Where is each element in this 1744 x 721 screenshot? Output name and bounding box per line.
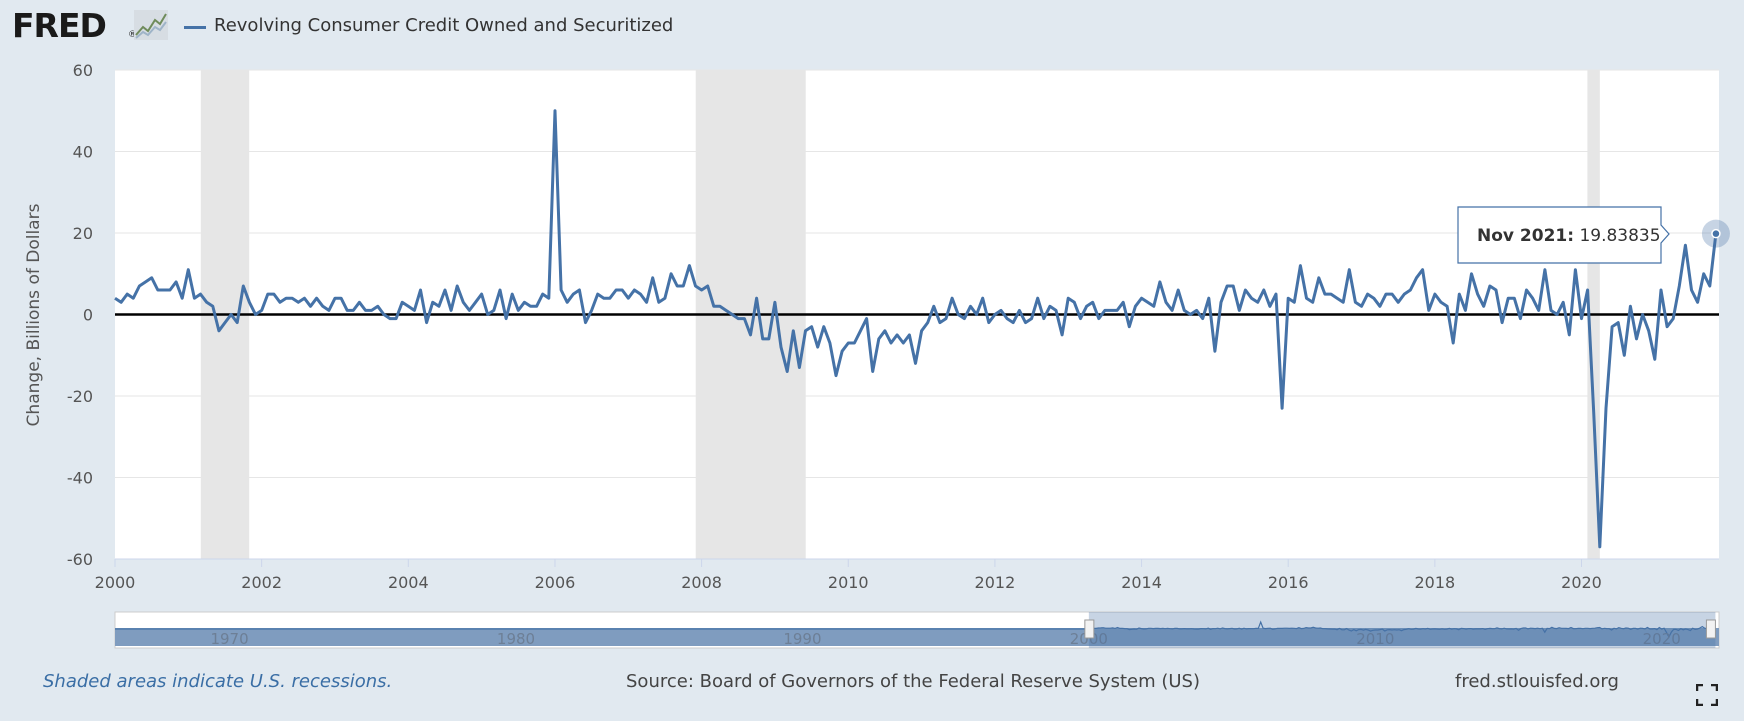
recession-note: Shaded areas indicate U.S. recessions. — [43, 671, 393, 692]
y-tick-label: 20 — [73, 224, 93, 243]
y-tick-label: -20 — [67, 387, 93, 406]
x-tick-label: 2020 — [1561, 573, 1602, 592]
x-tick-label: 2010 — [828, 573, 869, 592]
navigator-tick-label: 2010 — [1356, 630, 1394, 648]
tooltip: Nov 2021: 19.83835 — [1457, 206, 1670, 264]
x-tick-label: 2008 — [681, 573, 722, 592]
fred-logo[interactable]: FRED — [12, 6, 107, 45]
y-axis-label: Change, Billions of Dollars — [24, 203, 44, 426]
y-tick-label: 0 — [83, 306, 93, 325]
x-tick-label: 2016 — [1268, 573, 1309, 592]
y-tick-label: -40 — [67, 469, 93, 488]
tooltip-date: Nov 2021: — [1477, 226, 1574, 246]
y-tick-label: -60 — [67, 550, 93, 569]
navigator[interactable]: 1970 1980 1990 2000 2010 2020 — [114, 611, 1720, 649]
navigator-handle-left[interactable] — [1084, 619, 1095, 639]
legend-series-swatch — [184, 26, 206, 29]
series-line — [114, 109, 1718, 549]
navigator-handle-right[interactable] — [1705, 619, 1716, 639]
x-tick-label: 2006 — [535, 573, 576, 592]
line-chart: 60 40 20 0 -20 -40 -60 2000 2002 2004 2006 2008 201… — [24, 61, 1730, 649]
hover-marker — [1711, 228, 1721, 239]
navigator-tick-label: 1990 — [783, 630, 821, 648]
x-tick-label: 2004 — [388, 573, 429, 592]
tooltip-value: 19.83835 — [1579, 226, 1660, 246]
svg-text:Nov 2021: 19.83835: Nov 2021: 19.83835 — [1477, 226, 1661, 246]
x-tick-label: 2014 — [1121, 573, 1162, 592]
line-graph-icon — [134, 10, 168, 40]
x-tick-label: 2002 — [241, 573, 282, 592]
navigator-series — [115, 620, 1715, 639]
x-tick-label: 2000 — [95, 573, 136, 592]
navigator-tick-label: 2020 — [1643, 630, 1681, 648]
navigator-selection — [1088, 612, 1716, 648]
navigator-tick-label: 1970 — [210, 630, 248, 648]
y-tick-label: 40 — [73, 143, 93, 162]
x-tick-label: 2012 — [975, 573, 1016, 592]
x-tick-label: 2018 — [1415, 573, 1456, 592]
navigator-tick-label: 2000 — [1070, 630, 1108, 648]
registered-mark: ® — [128, 30, 137, 40]
navigator-fill — [115, 628, 1719, 646]
site-link[interactable]: fred.stlouisfed.org — [1455, 671, 1619, 692]
fullscreen-icon[interactable] — [1696, 684, 1718, 706]
source-text: Source: Board of Governors of the Federa… — [626, 671, 1200, 692]
y-tick-label: 60 — [73, 61, 93, 80]
series-title: Revolving Consumer Credit Owned and Secu… — [214, 15, 674, 36]
navigator-tick-label: 1980 — [497, 630, 535, 648]
